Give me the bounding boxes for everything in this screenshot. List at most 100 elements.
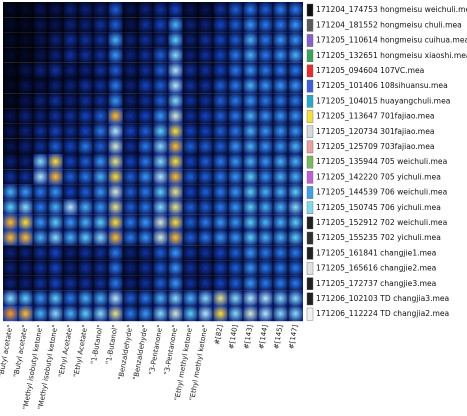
row-label: 171205_144539 706 weichuli.mea xyxy=(316,188,447,197)
heatmap-cell xyxy=(18,275,33,291)
heatmap-cell xyxy=(183,199,198,215)
heatmap-cell xyxy=(183,138,198,154)
heatmap-cell xyxy=(33,184,48,200)
heatmap-cell xyxy=(3,108,18,124)
heatmap-cell xyxy=(243,306,258,322)
row-label: 171205_094604 107VC.mea xyxy=(316,66,424,75)
heatmap-cell xyxy=(138,290,153,306)
row-label: 171205_132651 hongmeisu xiaoshi.mea xyxy=(316,51,467,60)
row-swatch xyxy=(306,155,314,169)
heatmap-cell xyxy=(48,62,63,78)
heatmap-cell xyxy=(168,108,183,124)
heatmap-cell xyxy=(108,108,123,124)
heatmap-cell xyxy=(243,17,258,33)
heatmap-cell xyxy=(198,260,213,276)
row-label: 171205_161841 changjie1.mea xyxy=(316,248,436,257)
heatmap-cell xyxy=(153,123,168,139)
heatmap-cell xyxy=(48,245,63,261)
heatmap-cell xyxy=(3,123,18,139)
heatmap-cell xyxy=(183,17,198,33)
heatmap-cell xyxy=(18,199,33,215)
row-swatch xyxy=(306,49,314,62)
heatmap-cell xyxy=(183,290,198,306)
heatmap-cell xyxy=(138,32,153,48)
heatmap-cell xyxy=(168,32,183,48)
heatmap-cell xyxy=(108,17,123,33)
heatmap-cell xyxy=(243,138,258,154)
heatmap-cell xyxy=(258,290,273,306)
heatmap-cell xyxy=(198,245,213,261)
heatmap-cell xyxy=(78,123,93,139)
heatmap-cell xyxy=(258,47,273,63)
heatmap-cell xyxy=(228,306,243,322)
heatmap-cell xyxy=(243,290,258,306)
heatmap-cell xyxy=(63,93,78,109)
heatmap-cell xyxy=(243,93,258,109)
heatmap-cell xyxy=(63,17,78,33)
row-label: 171204_181552 hongmeisu chuli.mea xyxy=(316,20,462,29)
heatmap-cell xyxy=(138,93,153,109)
heatmap-cell xyxy=(33,230,48,246)
heatmap-cell xyxy=(183,169,198,185)
heatmap-cell xyxy=(213,123,228,139)
heatmap-cell xyxy=(183,275,198,291)
heatmap-cell xyxy=(93,169,108,185)
heatmap-cell xyxy=(228,78,243,94)
heatmap-cell xyxy=(3,138,18,154)
heatmap-cell xyxy=(258,2,273,18)
heatmap-cell xyxy=(18,32,33,48)
heatmap-cell xyxy=(123,32,138,48)
heatmap-cell xyxy=(18,47,33,63)
heatmap-cell xyxy=(213,275,228,291)
row-label: 171205_165616 changjie2.mea xyxy=(316,264,436,273)
heatmap-cell xyxy=(243,230,258,246)
heatmap-cell xyxy=(288,138,303,154)
heatmap-cell xyxy=(198,154,213,170)
heatmap-cell xyxy=(33,275,48,291)
heatmap-cell xyxy=(108,275,123,291)
heatmap-cell xyxy=(183,78,198,94)
heatmap-cell xyxy=(153,17,168,33)
column-label: #[82] xyxy=(213,324,224,346)
heatmap-cell xyxy=(243,154,258,170)
heatmap-cell xyxy=(183,214,198,230)
heatmap-cell xyxy=(3,184,18,200)
heatmap-cell xyxy=(63,306,78,322)
row-swatch xyxy=(306,3,314,17)
heatmap-cell xyxy=(18,214,33,230)
heatmap-cell xyxy=(3,214,18,230)
heatmap-cell xyxy=(63,138,78,154)
heatmap-cell xyxy=(258,154,273,170)
heatmap-cell xyxy=(213,154,228,170)
heatmap-cell xyxy=(258,199,273,215)
heatmap-cell xyxy=(33,17,48,33)
heatmap-cell xyxy=(258,184,273,200)
heatmap-cell xyxy=(198,32,213,48)
heatmap-cell xyxy=(288,32,303,48)
heatmap-cell xyxy=(243,260,258,276)
heatmap-cell xyxy=(78,275,93,291)
heatmap-cell xyxy=(273,2,288,18)
heatmap-cell xyxy=(123,108,138,124)
row-swatch xyxy=(306,140,314,154)
heatmap-cell xyxy=(78,78,93,94)
heatmap-cell xyxy=(78,214,93,230)
heatmap-cell xyxy=(123,2,138,18)
heatmap-cell xyxy=(138,199,153,215)
heatmap-cell xyxy=(153,306,168,322)
heatmap-cell xyxy=(288,62,303,78)
heatmap-cell xyxy=(138,230,153,246)
heatmap-cell xyxy=(3,306,18,322)
heatmap-cell xyxy=(273,290,288,306)
heatmap-cell xyxy=(108,47,123,63)
heatmap-cell xyxy=(168,306,183,322)
heatmap-cell xyxy=(288,306,303,322)
heatmap-cell xyxy=(3,199,18,215)
heatmap-cell xyxy=(213,260,228,276)
heatmap-cell xyxy=(123,154,138,170)
heatmap-cell xyxy=(3,260,18,276)
row-label: 171206_102103 TD changjia3.mea xyxy=(316,294,449,303)
heatmap-cell xyxy=(198,169,213,185)
heatmap-cell xyxy=(108,32,123,48)
heatmap-cell xyxy=(153,138,168,154)
